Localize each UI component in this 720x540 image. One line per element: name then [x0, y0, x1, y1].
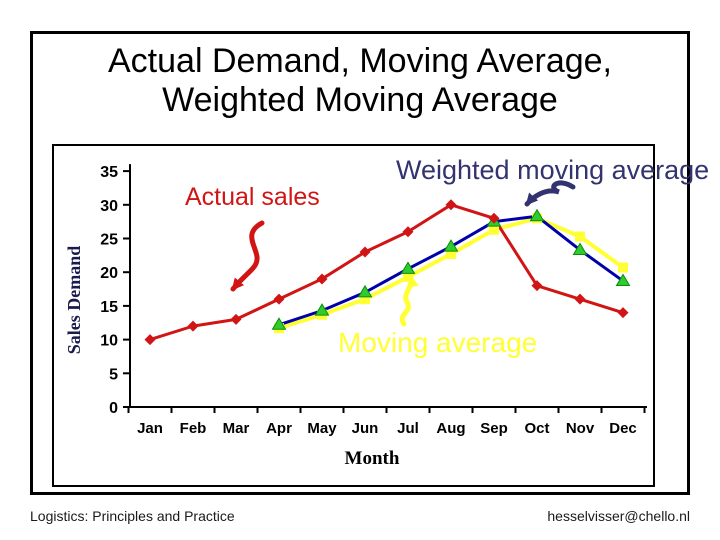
x-tick-label: Jul [397, 420, 419, 437]
y-tick-label: 10 [100, 333, 118, 350]
slide-title: Actual Demand, Moving Average, Weighted … [30, 42, 690, 120]
x-tick-label: Jan [137, 420, 163, 437]
slide-title-line2: Weighted Moving Average [162, 81, 558, 119]
slide-title-line1: Actual Demand, Moving Average, [108, 42, 612, 80]
y-tick-label: 15 [100, 299, 118, 316]
y-tick-label: 20 [100, 265, 118, 282]
x-tick-label: Jun [352, 420, 379, 437]
x-tick-label: Feb [180, 420, 207, 437]
axes: 0 5 10 15 20 25 30 35 Jan Feb Mar Apr May Jun Jul Aug Se… [100, 164, 647, 469]
y-tick-label: 35 [100, 164, 118, 181]
weighted-moving-average-label: Weighted moving average [396, 155, 710, 185]
x-axis-title: Month [345, 448, 400, 469]
y-axis-title: Sales Demand [64, 245, 84, 355]
x-tick-label: Apr [266, 420, 292, 437]
y-tick-label: 25 [100, 232, 118, 249]
series-line-actual-sales [149, 203, 624, 342]
y-tick-label: 30 [100, 198, 118, 215]
moving-average-label: Moving average [338, 327, 538, 358]
x-tick-label: Sep [480, 420, 508, 437]
y-tick-label: 5 [109, 366, 118, 383]
series-markers-actual-sales [144, 199, 629, 346]
x-tick-label: Nov [566, 420, 595, 437]
series-markers-weighted-moving-average [271, 208, 631, 330]
x-tick-label: Oct [524, 420, 549, 437]
demand-chart: 0 5 10 15 20 25 30 35 Jan Feb Mar Apr May Jun Jul Aug Se… [100, 164, 647, 469]
x-tick-label: May [307, 420, 337, 437]
x-tick-label: Dec [609, 420, 637, 437]
actual-sales-label: Actual sales [185, 183, 320, 211]
y-tick-label: 0 [109, 400, 118, 417]
x-tick-label: Aug [436, 420, 465, 437]
x-tick-label: Mar [223, 420, 250, 437]
footer-email: hesselvisser@chello.nl [547, 508, 690, 524]
footer-course-title: Logistics: Principles and Practice [30, 508, 235, 524]
